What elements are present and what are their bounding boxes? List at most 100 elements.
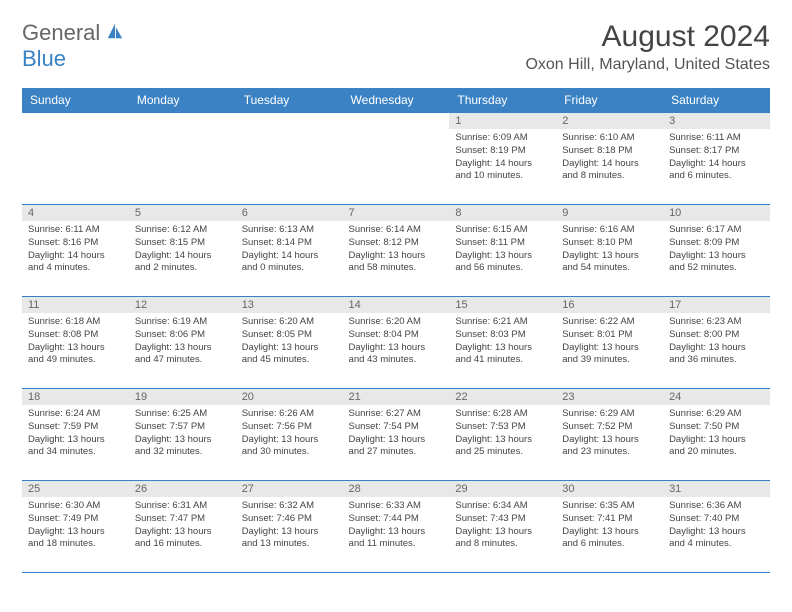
calendar-day: 10Sunrise: 6:17 AMSunset: 8:09 PMDayligh… bbox=[663, 205, 770, 297]
day-number: 11 bbox=[22, 297, 129, 313]
sunrise-text: Sunrise: 6:12 AM bbox=[135, 224, 230, 237]
day-details: Sunrise: 6:20 AMSunset: 8:05 PMDaylight:… bbox=[236, 313, 343, 371]
calendar-day: 24Sunrise: 6:29 AMSunset: 7:50 PMDayligh… bbox=[663, 389, 770, 481]
calendar-day: 5Sunrise: 6:12 AMSunset: 8:15 PMDaylight… bbox=[129, 205, 236, 297]
day-details: Sunrise: 6:36 AMSunset: 7:40 PMDaylight:… bbox=[663, 497, 770, 555]
sunrise-text: Sunrise: 6:22 AM bbox=[562, 316, 657, 329]
calendar-table: SundayMondayTuesdayWednesdayThursdayFrid… bbox=[22, 88, 770, 573]
sunset-text: Sunset: 7:47 PM bbox=[135, 513, 230, 526]
daylight-text: Daylight: 14 hours and 0 minutes. bbox=[242, 250, 337, 276]
day-number: 3 bbox=[663, 113, 770, 129]
day-header: Monday bbox=[129, 88, 236, 113]
day-details: Sunrise: 6:30 AMSunset: 7:49 PMDaylight:… bbox=[22, 497, 129, 555]
calendar-day: 23Sunrise: 6:29 AMSunset: 7:52 PMDayligh… bbox=[556, 389, 663, 481]
sunrise-text: Sunrise: 6:17 AM bbox=[669, 224, 764, 237]
sunrise-text: Sunrise: 6:33 AM bbox=[349, 500, 444, 513]
day-number: 19 bbox=[129, 389, 236, 405]
sunset-text: Sunset: 8:10 PM bbox=[562, 237, 657, 250]
daylight-text: Daylight: 13 hours and 8 minutes. bbox=[455, 526, 550, 552]
day-number: 5 bbox=[129, 205, 236, 221]
sunrise-text: Sunrise: 6:11 AM bbox=[669, 132, 764, 145]
sunset-text: Sunset: 8:18 PM bbox=[562, 145, 657, 158]
sunrise-text: Sunrise: 6:20 AM bbox=[242, 316, 337, 329]
sunset-text: Sunset: 7:50 PM bbox=[669, 421, 764, 434]
day-header: Thursday bbox=[449, 88, 556, 113]
day-number: 15 bbox=[449, 297, 556, 313]
day-number: 14 bbox=[343, 297, 450, 313]
calendar-day: 18Sunrise: 6:24 AMSunset: 7:59 PMDayligh… bbox=[22, 389, 129, 481]
daylight-text: Daylight: 13 hours and 30 minutes. bbox=[242, 434, 337, 460]
logo-text-blue: Blue bbox=[22, 46, 66, 71]
daylight-text: Daylight: 13 hours and 39 minutes. bbox=[562, 342, 657, 368]
calendar-day: 8Sunrise: 6:15 AMSunset: 8:11 PMDaylight… bbox=[449, 205, 556, 297]
sunset-text: Sunset: 8:19 PM bbox=[455, 145, 550, 158]
day-details: Sunrise: 6:28 AMSunset: 7:53 PMDaylight:… bbox=[449, 405, 556, 463]
day-header: Wednesday bbox=[343, 88, 450, 113]
day-number: 27 bbox=[236, 481, 343, 497]
day-details: Sunrise: 6:24 AMSunset: 7:59 PMDaylight:… bbox=[22, 405, 129, 463]
calendar-day: 16Sunrise: 6:22 AMSunset: 8:01 PMDayligh… bbox=[556, 297, 663, 389]
sunrise-text: Sunrise: 6:10 AM bbox=[562, 132, 657, 145]
calendar-day: 27Sunrise: 6:32 AMSunset: 7:46 PMDayligh… bbox=[236, 481, 343, 573]
day-details: Sunrise: 6:18 AMSunset: 8:08 PMDaylight:… bbox=[22, 313, 129, 371]
day-number: 22 bbox=[449, 389, 556, 405]
day-details: Sunrise: 6:13 AMSunset: 8:14 PMDaylight:… bbox=[236, 221, 343, 279]
sunset-text: Sunset: 8:06 PM bbox=[135, 329, 230, 342]
calendar-week: 1Sunrise: 6:09 AMSunset: 8:19 PMDaylight… bbox=[22, 113, 770, 205]
calendar-day: 4Sunrise: 6:11 AMSunset: 8:16 PMDaylight… bbox=[22, 205, 129, 297]
calendar-day: 14Sunrise: 6:20 AMSunset: 8:04 PMDayligh… bbox=[343, 297, 450, 389]
day-number: 29 bbox=[449, 481, 556, 497]
day-details: Sunrise: 6:20 AMSunset: 8:04 PMDaylight:… bbox=[343, 313, 450, 371]
calendar-week: 4Sunrise: 6:11 AMSunset: 8:16 PMDaylight… bbox=[22, 205, 770, 297]
sunset-text: Sunset: 7:49 PM bbox=[28, 513, 123, 526]
calendar-day: 28Sunrise: 6:33 AMSunset: 7:44 PMDayligh… bbox=[343, 481, 450, 573]
sunset-text: Sunset: 8:17 PM bbox=[669, 145, 764, 158]
day-details: Sunrise: 6:12 AMSunset: 8:15 PMDaylight:… bbox=[129, 221, 236, 279]
sunset-text: Sunset: 8:04 PM bbox=[349, 329, 444, 342]
calendar-day: 9Sunrise: 6:16 AMSunset: 8:10 PMDaylight… bbox=[556, 205, 663, 297]
daylight-text: Daylight: 13 hours and 25 minutes. bbox=[455, 434, 550, 460]
day-details: Sunrise: 6:25 AMSunset: 7:57 PMDaylight:… bbox=[129, 405, 236, 463]
calendar-day: 20Sunrise: 6:26 AMSunset: 7:56 PMDayligh… bbox=[236, 389, 343, 481]
day-number: 2 bbox=[556, 113, 663, 129]
daylight-text: Daylight: 13 hours and 34 minutes. bbox=[28, 434, 123, 460]
calendar-day: 3Sunrise: 6:11 AMSunset: 8:17 PMDaylight… bbox=[663, 113, 770, 205]
day-details: Sunrise: 6:23 AMSunset: 8:00 PMDaylight:… bbox=[663, 313, 770, 371]
calendar-day: 29Sunrise: 6:34 AMSunset: 7:43 PMDayligh… bbox=[449, 481, 556, 573]
calendar-day: 22Sunrise: 6:28 AMSunset: 7:53 PMDayligh… bbox=[449, 389, 556, 481]
calendar-week: 18Sunrise: 6:24 AMSunset: 7:59 PMDayligh… bbox=[22, 389, 770, 481]
calendar-day: 13Sunrise: 6:20 AMSunset: 8:05 PMDayligh… bbox=[236, 297, 343, 389]
day-number: 28 bbox=[343, 481, 450, 497]
daylight-text: Daylight: 13 hours and 32 minutes. bbox=[135, 434, 230, 460]
day-header: Tuesday bbox=[236, 88, 343, 113]
day-details: Sunrise: 6:16 AMSunset: 8:10 PMDaylight:… bbox=[556, 221, 663, 279]
sunrise-text: Sunrise: 6:26 AM bbox=[242, 408, 337, 421]
sunset-text: Sunset: 7:57 PM bbox=[135, 421, 230, 434]
daylight-text: Daylight: 13 hours and 16 minutes. bbox=[135, 526, 230, 552]
daylight-text: Daylight: 13 hours and 11 minutes. bbox=[349, 526, 444, 552]
daylight-text: Daylight: 13 hours and 27 minutes. bbox=[349, 434, 444, 460]
daylight-text: Daylight: 13 hours and 6 minutes. bbox=[562, 526, 657, 552]
sunrise-text: Sunrise: 6:15 AM bbox=[455, 224, 550, 237]
sunrise-text: Sunrise: 6:25 AM bbox=[135, 408, 230, 421]
daylight-text: Daylight: 13 hours and 47 minutes. bbox=[135, 342, 230, 368]
day-number: 13 bbox=[236, 297, 343, 313]
sunset-text: Sunset: 7:43 PM bbox=[455, 513, 550, 526]
day-details: Sunrise: 6:09 AMSunset: 8:19 PMDaylight:… bbox=[449, 129, 556, 187]
calendar-day-empty bbox=[22, 113, 129, 205]
sunrise-text: Sunrise: 6:20 AM bbox=[349, 316, 444, 329]
daylight-text: Daylight: 13 hours and 18 minutes. bbox=[28, 526, 123, 552]
sunrise-text: Sunrise: 6:35 AM bbox=[562, 500, 657, 513]
calendar-day: 1Sunrise: 6:09 AMSunset: 8:19 PMDaylight… bbox=[449, 113, 556, 205]
sunset-text: Sunset: 8:03 PM bbox=[455, 329, 550, 342]
day-number: 9 bbox=[556, 205, 663, 221]
sunset-text: Sunset: 8:09 PM bbox=[669, 237, 764, 250]
calendar-day: 11Sunrise: 6:18 AMSunset: 8:08 PMDayligh… bbox=[22, 297, 129, 389]
sunrise-text: Sunrise: 6:18 AM bbox=[28, 316, 123, 329]
day-details: Sunrise: 6:31 AMSunset: 7:47 PMDaylight:… bbox=[129, 497, 236, 555]
calendar-day: 31Sunrise: 6:36 AMSunset: 7:40 PMDayligh… bbox=[663, 481, 770, 573]
sunset-text: Sunset: 8:12 PM bbox=[349, 237, 444, 250]
day-number: 1 bbox=[449, 113, 556, 129]
day-header: Saturday bbox=[663, 88, 770, 113]
day-details: Sunrise: 6:32 AMSunset: 7:46 PMDaylight:… bbox=[236, 497, 343, 555]
